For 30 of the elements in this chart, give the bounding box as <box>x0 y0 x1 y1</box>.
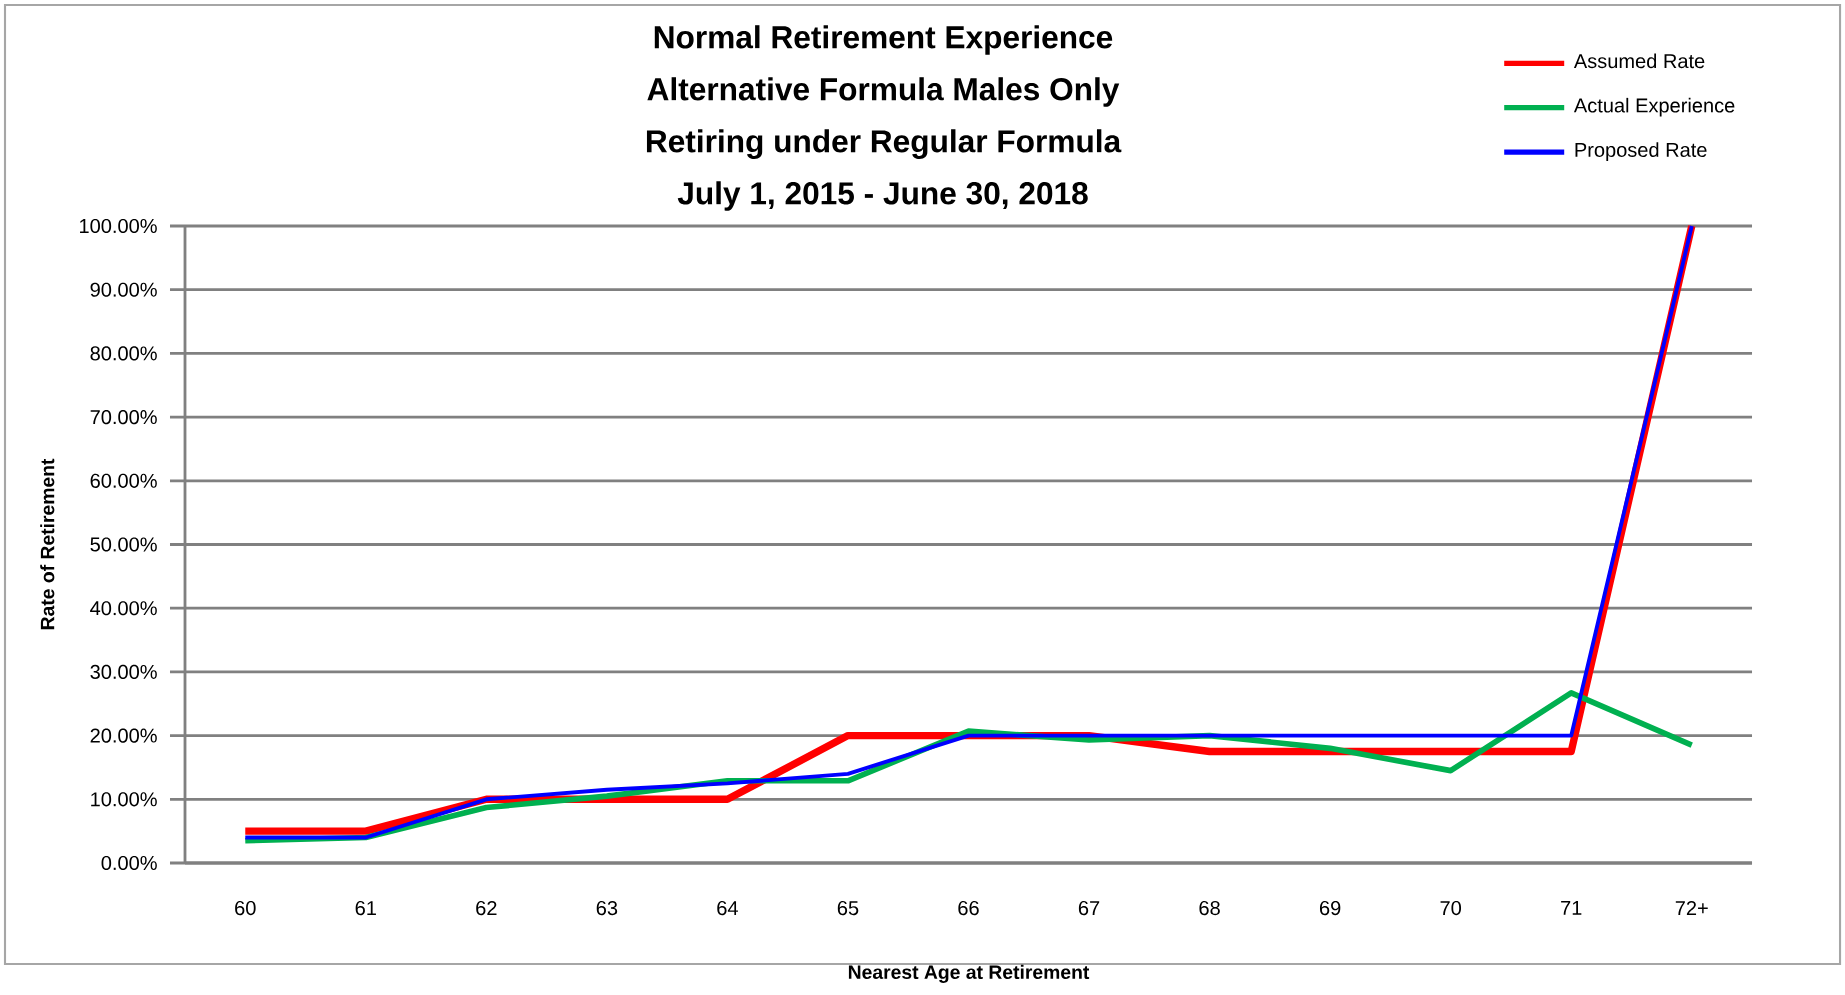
y-tick-label: 10.00% <box>91 792 157 807</box>
y-tick-label: 60.00% <box>90 473 157 489</box>
x-tick-label: 68 <box>1199 901 1220 916</box>
x-axis-title: Nearest Age at Retirement <box>848 965 1090 984</box>
y-tick-label: 40.00% <box>90 601 157 616</box>
y-tick-label: 30.00% <box>90 665 157 680</box>
x-tick-label: 63 <box>596 901 618 916</box>
y-tick-label: 70.00% <box>90 410 157 425</box>
legend-label: Actual Experience <box>1573 98 1735 117</box>
x-tick-label: 69 <box>1319 901 1341 916</box>
x-tick-label: 65 <box>837 901 859 916</box>
y-tick-label: 80.00% <box>90 346 157 361</box>
x-tick-label: 66 <box>958 901 979 916</box>
chart-title: Normal Retirement Experience Alternative Formula Males Only Retiring under Regular Formula July 1, 2015 - June 30, 2018 <box>646 25 1122 211</box>
x-tick-label: 67 <box>1078 901 1100 916</box>
legend-label: Assumed Rate <box>1573 53 1705 69</box>
y-tick-label: 0.00% <box>101 856 157 871</box>
x-tick-label: 64 <box>717 901 738 916</box>
x-tick-label: 60 <box>235 901 256 916</box>
y-tick-label: 20.00% <box>90 728 157 743</box>
legend-label: Proposed Rate <box>1575 142 1707 162</box>
x-tick-label: 71 <box>1561 901 1582 915</box>
y-tick-label: 90.00% <box>90 282 157 297</box>
y-tick-label: 50.00% <box>90 537 157 552</box>
x-tick-label: 70 <box>1440 901 1462 916</box>
y-axis-title: Rate of Retirement <box>40 458 55 630</box>
y-tick-label: 100.00% <box>80 219 157 234</box>
x-tick-label: 72+ <box>1675 901 1708 916</box>
x-tick-label: 62 <box>476 901 497 916</box>
x-tick-label: 61 <box>355 901 376 916</box>
